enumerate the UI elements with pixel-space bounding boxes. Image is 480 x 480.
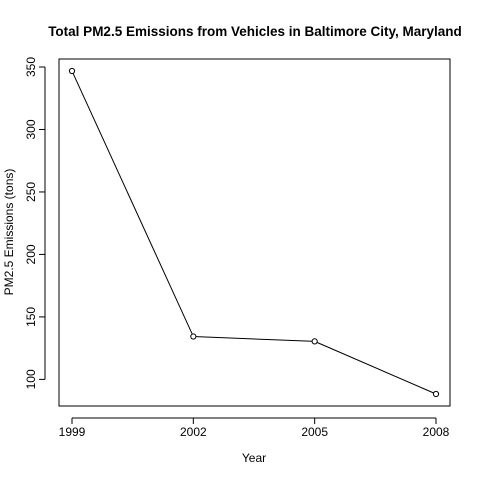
data-point xyxy=(68,67,76,75)
x-axis: 1999 2002 2005 2008 xyxy=(59,417,450,439)
data-point xyxy=(311,338,318,345)
y-tick-label: 250 xyxy=(24,182,38,202)
y-axis-label: PM2.5 Emissions (tons) xyxy=(2,169,16,296)
series xyxy=(68,67,440,398)
series-line-segment xyxy=(72,73,193,335)
x-tick-label: 2002 xyxy=(180,425,207,439)
series-line-segment xyxy=(317,342,434,394)
x-tick-label: 2005 xyxy=(301,425,328,439)
data-point xyxy=(432,390,440,398)
data-point xyxy=(190,333,197,340)
y-axis: 100 150 200 250 300 350 xyxy=(24,57,46,389)
y-tick-label: 350 xyxy=(24,57,38,77)
chart-title: Total PM2.5 Emissions from Vehicles in B… xyxy=(48,24,462,39)
x-tick-label: 1999 xyxy=(59,425,86,439)
y-tick-label: 150 xyxy=(24,307,38,327)
y-tick-label: 100 xyxy=(24,369,38,389)
y-tick-label: 300 xyxy=(24,119,38,139)
x-tick-label: 2008 xyxy=(423,425,450,439)
x-axis-label: Year xyxy=(242,451,266,465)
plot-frame xyxy=(58,58,451,407)
y-tick-label: 200 xyxy=(24,244,38,264)
series-line-segment xyxy=(196,336,312,342)
